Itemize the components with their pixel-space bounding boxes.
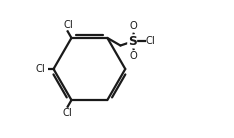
Text: Cl: Cl xyxy=(146,36,155,46)
Text: O: O xyxy=(130,51,137,61)
Text: Cl: Cl xyxy=(35,64,45,74)
Text: O: O xyxy=(130,21,137,31)
Text: Cl: Cl xyxy=(63,20,73,30)
Text: Cl: Cl xyxy=(62,108,72,118)
Text: S: S xyxy=(128,35,137,48)
